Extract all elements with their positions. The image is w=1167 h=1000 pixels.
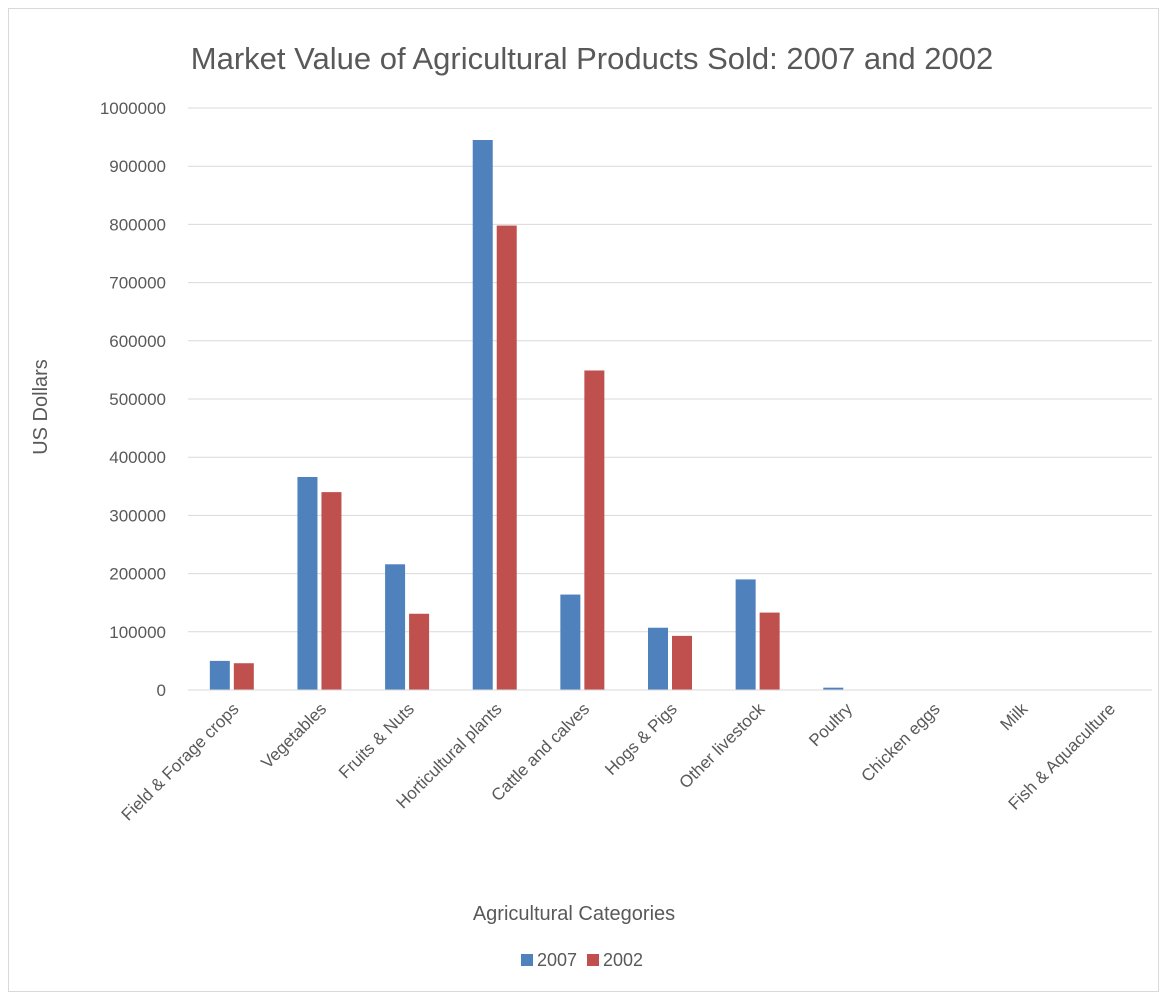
x-tick-label: Hogs & Pigs (601, 699, 681, 779)
bar-2002-1 (321, 492, 342, 690)
chart-title: Market Value of Agricultural Products So… (191, 41, 993, 76)
x-axis-tick-labels: Field & Forage crops Vegetables Fruits & N… (118, 699, 1119, 824)
bar-2007-7 (823, 687, 844, 690)
y-tick-label: 100000 (109, 623, 166, 642)
gridlines (188, 107, 1152, 691)
y-axis-tick-labels: 0 100000 200000 300000 400000 500000 600000 700… (100, 99, 166, 700)
bar-2002-0 (233, 663, 254, 690)
y-tick-label: 400000 (109, 448, 166, 467)
bar-2007-4 (560, 594, 581, 690)
y-tick-label: 700000 (109, 274, 166, 293)
bar-2007-0 (209, 660, 230, 690)
x-tick-label: Poultry (805, 699, 856, 750)
x-tick-label: Fruits & Nuts (335, 699, 418, 782)
legend-label-2002: 2002 (603, 950, 643, 970)
x-tick-label: Cattle and calves (488, 699, 594, 805)
legend: 2007 2002 (521, 950, 643, 970)
bar-2007-1 (297, 476, 318, 690)
legend-label-2007: 2007 (537, 950, 577, 970)
y-tick-label: 300000 (109, 506, 166, 525)
y-tick-label: 600000 (109, 332, 166, 351)
bar-2007-3 (472, 140, 493, 690)
x-tick-label: Milk (997, 699, 1032, 734)
bar-2007-5 (648, 627, 668, 690)
bar-2002-4 (584, 370, 605, 690)
y-tick-label: 800000 (109, 215, 166, 234)
legend-swatch-2002 (587, 954, 599, 966)
bar-2002-6 (759, 612, 780, 690)
bar-2002-5 (672, 635, 692, 690)
bar-2002-2 (409, 613, 430, 690)
x-tick-label: Chicken eggs (857, 699, 943, 785)
y-tick-label: 1000000 (100, 99, 166, 118)
x-tick-label: Vegetables (257, 699, 330, 772)
bar-2007-2 (385, 564, 406, 690)
bar-chart: Market Value of Agricultural Products So… (30, 41, 1152, 970)
y-tick-label: 0 (157, 681, 166, 700)
y-tick-label: 900000 (109, 157, 166, 176)
bars (188, 140, 1152, 691)
x-tick-label: Field & Forage crops (118, 699, 243, 824)
y-tick-label: 200000 (109, 565, 166, 584)
legend-swatch-2007 (521, 954, 533, 966)
chart-frame: Market Value of Agricultural Products So… (8, 8, 1159, 992)
bar-2007-6 (735, 579, 756, 690)
y-tick-label: 500000 (109, 390, 166, 409)
bar-2002-3 (496, 225, 517, 690)
x-tick-label: Other livestock (676, 699, 769, 792)
x-axis-title: Agricultural Categories (473, 903, 675, 925)
y-axis-title: US Dollars (30, 359, 52, 455)
